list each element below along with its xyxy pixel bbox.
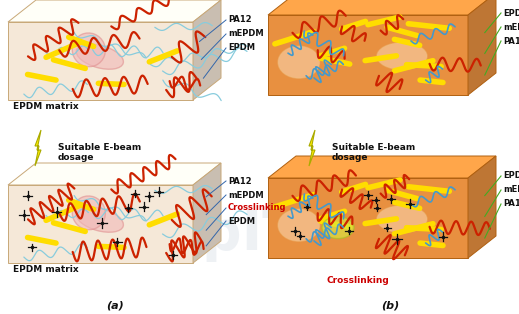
Polygon shape [468,0,496,95]
Polygon shape [309,130,315,166]
Ellipse shape [377,206,427,233]
Text: PA12 matrix: PA12 matrix [273,97,335,106]
Polygon shape [468,156,496,258]
Text: mEPDM: mEPDM [228,30,264,39]
Text: EPDM: EPDM [503,171,519,181]
Polygon shape [35,130,41,166]
Text: PA12: PA12 [228,176,252,186]
Ellipse shape [72,196,105,230]
Text: Crosslinking: Crosslinking [326,276,389,285]
Polygon shape [268,15,468,95]
Text: (b): (b) [381,300,399,310]
Polygon shape [268,178,468,258]
Ellipse shape [72,33,105,67]
Polygon shape [8,0,221,22]
Text: KpIT: KpIT [159,208,301,262]
Polygon shape [193,163,221,263]
Polygon shape [8,185,193,263]
Polygon shape [193,0,221,100]
Text: Crosslinking: Crosslinking [228,203,286,213]
Polygon shape [8,163,221,185]
Text: (a): (a) [106,300,124,310]
Text: mEPDM: mEPDM [228,191,264,199]
Ellipse shape [76,44,124,69]
Text: EPDM: EPDM [503,8,519,18]
Ellipse shape [76,207,124,232]
Text: EPDM: EPDM [228,44,255,52]
Text: EPDM matrix: EPDM matrix [13,265,78,274]
Text: PA12: PA12 [228,15,252,24]
Ellipse shape [377,43,427,69]
Text: PA12: PA12 [503,199,519,208]
Ellipse shape [278,209,320,241]
Polygon shape [8,22,193,100]
Text: EPDM matrix: EPDM matrix [13,102,78,111]
Text: Suitable E-beam
dosage: Suitable E-beam dosage [58,143,141,162]
Polygon shape [268,156,496,178]
Polygon shape [268,0,496,15]
Text: mEPDM: mEPDM [503,186,519,194]
Text: PA12: PA12 [503,36,519,46]
Text: PA12 matrix: PA12 matrix [273,260,335,269]
Text: EPDM: EPDM [228,216,255,225]
Text: mEPDM: mEPDM [503,23,519,31]
Text: Suitable E-beam
dosage: Suitable E-beam dosage [332,143,415,162]
Ellipse shape [322,217,354,239]
Ellipse shape [278,46,320,78]
